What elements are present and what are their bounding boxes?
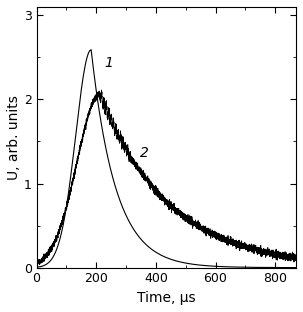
X-axis label: Time, μs: Time, μs — [137, 291, 196, 305]
Text: 2: 2 — [139, 146, 148, 160]
Y-axis label: U, arb. units: U, arb. units — [7, 95, 21, 180]
Text: 1: 1 — [105, 56, 113, 71]
